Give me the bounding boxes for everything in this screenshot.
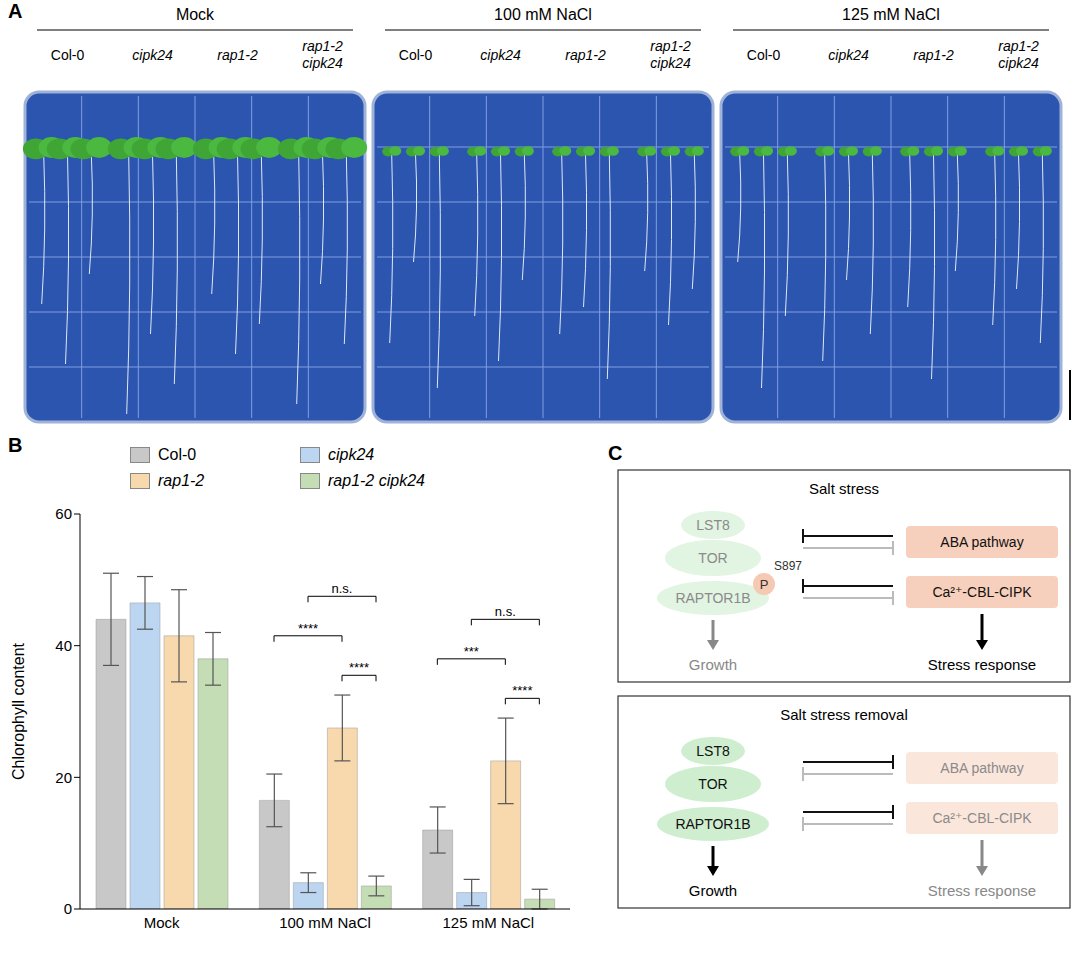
svg-text:LST8: LST8 [696, 743, 730, 759]
svg-text:Ca²⁺-CBL-CIPK: Ca²⁺-CBL-CIPK [932, 584, 1032, 600]
svg-text:rap1-2: rap1-2 [565, 47, 606, 63]
svg-text:rap1-2: rap1-2 [913, 47, 954, 63]
svg-text:Col-0: Col-0 [747, 47, 781, 63]
html-text:cipk24: cipk24 [328, 446, 375, 463]
svg-text:n.s.: n.s. [495, 604, 516, 619]
svg-text:rap1-2: rap1-2 [217, 47, 258, 63]
svg-text:Stress response: Stress response [928, 656, 1036, 673]
svg-text:C: C [608, 442, 622, 464]
svg-text:ABA pathway: ABA pathway [940, 760, 1023, 776]
html-text:rap1-2: rap1-2 [158, 472, 205, 489]
svg-text:P: P [760, 577, 769, 592]
svg-text:Chlorophyll content: Chlorophyll content [10, 642, 27, 780]
svg-text:40: 40 [55, 637, 72, 654]
svg-text:0: 0 [64, 900, 72, 917]
svg-text:TOR: TOR [698, 550, 727, 566]
svg-text:Ca²⁺-CBL-CIPK: Ca²⁺-CBL-CIPK [932, 810, 1032, 826]
svg-text:60: 60 [55, 505, 72, 522]
svg-text:20: 20 [55, 769, 72, 786]
svg-text:100 mM NaCl: 100 mM NaCl [494, 6, 592, 23]
svg-text:RAPTOR1B: RAPTOR1B [675, 590, 750, 606]
svg-text:n.s.: n.s. [332, 581, 353, 596]
html-text:B: B [8, 434, 23, 456]
svg-text:***: *** [464, 644, 479, 659]
svg-text:125 mM NaCl: 125 mM NaCl [442, 914, 534, 931]
svg-text:Salt stress: Salt stress [809, 480, 879, 497]
svg-text:rap1-2cipk24: rap1-2cipk24 [302, 38, 343, 71]
svg-text:****: **** [298, 621, 318, 636]
svg-text:rap1-2cipk24: rap1-2cipk24 [650, 38, 691, 71]
svg-text:100 mM NaCl: 100 mM NaCl [279, 914, 371, 931]
svg-text:****: **** [349, 660, 369, 675]
svg-text:Mock: Mock [144, 914, 180, 931]
svg-text:Salt stress removal: Salt stress removal [780, 706, 908, 723]
html-text:rap1-2 cipk24: rap1-2 cipk24 [328, 472, 425, 489]
svg-text:RAPTOR1B: RAPTOR1B [675, 816, 750, 832]
svg-text:125 mM NaCl: 125 mM NaCl [842, 6, 940, 23]
svg-text:Mock: Mock [176, 6, 215, 23]
svg-text:rap1-2cipk24: rap1-2cipk24 [998, 38, 1039, 71]
svg-text:cipk24: cipk24 [480, 47, 521, 63]
svg-text:ABA pathway: ABA pathway [940, 534, 1023, 550]
svg-text:Growth: Growth [689, 882, 737, 899]
svg-text:cipk24: cipk24 [828, 47, 869, 63]
svg-text:Col-0: Col-0 [399, 47, 433, 63]
svg-text:A: A [8, 0, 22, 22]
svg-text:****: **** [512, 683, 532, 698]
svg-text:LST8: LST8 [696, 517, 730, 533]
svg-text:Stress response: Stress response [928, 882, 1036, 899]
svg-text:S897: S897 [774, 559, 802, 573]
html-text:Col-0: Col-0 [158, 446, 197, 463]
svg-text:TOR: TOR [698, 776, 727, 792]
svg-text:Col-0: Col-0 [51, 47, 85, 63]
svg-text:Growth: Growth [689, 656, 737, 673]
svg-text:cipk24: cipk24 [132, 47, 173, 63]
